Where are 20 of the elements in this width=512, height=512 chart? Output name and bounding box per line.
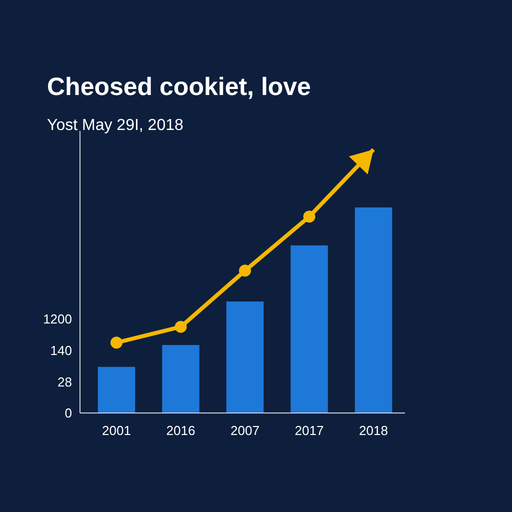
point <box>110 336 122 349</box>
x-tick-label: 2016 <box>166 423 196 438</box>
point <box>303 210 316 223</box>
chart-subtitle: Yost May 29I, 2018 <box>47 117 184 134</box>
x-tick-label: 2018 <box>359 423 388 438</box>
text: 28 <box>58 374 72 390</box>
point <box>174 320 187 333</box>
text: 1200 <box>43 312 72 327</box>
bar <box>98 366 136 413</box>
text: 0 <box>64 406 72 421</box>
x-tick-label: 2017 <box>294 423 324 438</box>
bar <box>354 207 392 413</box>
bar <box>290 245 328 413</box>
bar <box>162 345 200 413</box>
chart-title: Cheosed cookiet, love <box>47 73 312 101</box>
x-tick-label: 2007 <box>230 423 260 438</box>
point <box>239 264 251 277</box>
x-tick-label: 2001 <box>102 423 131 438</box>
text: 140 <box>50 342 72 358</box>
bar <box>226 302 264 413</box>
